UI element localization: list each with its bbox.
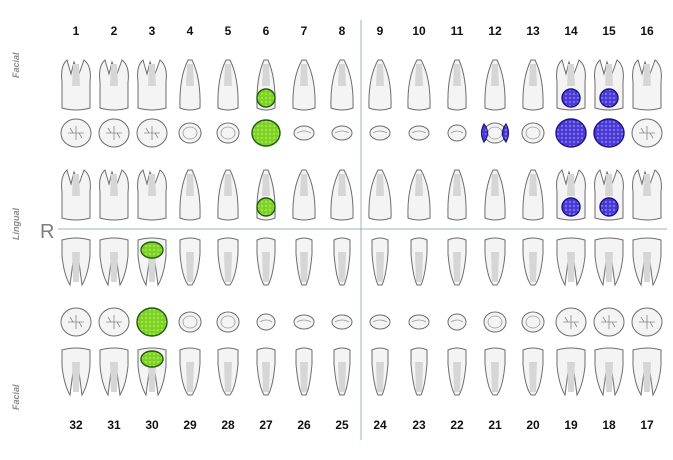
tooth-26[interactable] (293, 237, 315, 396)
tooth-number-22[interactable]: 22 (450, 418, 464, 432)
tooth-7[interactable] (292, 59, 316, 221)
side-label-lingual: Lingual (11, 208, 21, 240)
tooth-2[interactable] (98, 59, 130, 221)
tooth-3[interactable] (136, 59, 168, 221)
tooth-number-32[interactable]: 32 (69, 418, 83, 432)
tooth-number-25[interactable]: 25 (335, 418, 349, 432)
tooth-number-30[interactable]: 30 (145, 418, 159, 432)
tooth-number-5[interactable]: 5 (225, 24, 232, 38)
tooth-number-31[interactable]: 31 (107, 418, 121, 432)
tooth-number-11[interactable]: 11 (451, 24, 464, 38)
tooth-number-3[interactable]: 3 (149, 24, 156, 38)
tooth-23[interactable] (408, 237, 430, 396)
tooth-number-26[interactable]: 26 (297, 418, 311, 432)
tooth-13[interactable] (521, 59, 545, 221)
tooth-number-6[interactable]: 6 (263, 24, 270, 38)
tooth-22[interactable] (447, 237, 467, 396)
tooth-number-24[interactable]: 24 (373, 418, 387, 432)
tooth-1[interactable] (60, 59, 92, 221)
tooth-6[interactable] (251, 59, 281, 221)
tooth-28[interactable] (216, 237, 240, 396)
tooth-11[interactable] (447, 59, 467, 221)
tooth-24[interactable] (369, 237, 391, 396)
tooth-31[interactable] (98, 237, 130, 397)
tooth-18[interactable] (593, 237, 625, 397)
tooth-14[interactable] (555, 59, 587, 221)
tooth-number-12[interactable]: 12 (488, 24, 502, 38)
tooth-16[interactable] (631, 59, 663, 221)
tooth-number-18[interactable]: 18 (602, 418, 616, 432)
tooth-number-1[interactable]: 1 (73, 24, 80, 38)
tooth-5[interactable] (216, 59, 240, 221)
tooth-12[interactable] (480, 59, 510, 221)
tooth-number-20[interactable]: 20 (526, 418, 540, 432)
tooth-20[interactable] (521, 237, 545, 396)
tooth-19[interactable] (555, 237, 587, 397)
tooth-17[interactable] (631, 237, 663, 397)
tooth-10[interactable] (407, 59, 431, 221)
tooth-number-29[interactable]: 29 (183, 418, 197, 432)
tooth-number-15[interactable]: 15 (602, 24, 616, 38)
tooth-number-28[interactable]: 28 (221, 418, 235, 432)
tooth-number-16[interactable]: 16 (640, 24, 654, 38)
right-side-marker: R (40, 221, 54, 243)
tooth-number-19[interactable]: 19 (564, 418, 578, 432)
tooth-8[interactable] (330, 59, 354, 221)
tooth-9[interactable] (368, 59, 392, 221)
tooth-32[interactable] (60, 237, 92, 397)
tooth-number-4[interactable]: 4 (187, 24, 194, 38)
side-label-facial-top: Facial (11, 52, 21, 78)
tooth-number-2[interactable]: 2 (111, 24, 118, 38)
tooth-number-27[interactable]: 27 (259, 418, 273, 432)
tooth-25[interactable] (331, 237, 353, 396)
tooth-number-13[interactable]: 13 (526, 24, 540, 38)
tooth-number-8[interactable]: 8 (339, 24, 346, 38)
tooth-30[interactable] (136, 237, 168, 397)
tooth-number-7[interactable]: 7 (301, 24, 308, 38)
tooth-number-21[interactable]: 21 (488, 418, 502, 432)
tooth-15[interactable] (593, 59, 625, 221)
tooth-number-23[interactable]: 23 (412, 418, 426, 432)
tooth-number-17[interactable]: 17 (640, 418, 654, 432)
tooth-number-14[interactable]: 14 (564, 24, 578, 38)
tooth-21[interactable] (483, 237, 507, 396)
side-label-facial-bottom: Facial (11, 384, 21, 410)
upper-tooth-numbers: 1 2 3 4 5 6 7 8 9 10 11 12 13 14 15 16 (73, 24, 654, 38)
tooth-number-10[interactable]: 10 (412, 24, 426, 38)
lower-tooth-numbers: 32 31 30 29 28 27 26 25 24 23 22 21 20 19 18 17 (69, 418, 654, 432)
tooth-number-9[interactable]: 9 (377, 24, 384, 38)
tooth-27[interactable] (256, 237, 276, 396)
tooth-4[interactable] (178, 59, 202, 221)
teeth-layer (60, 59, 663, 397)
tooth-29[interactable] (178, 237, 202, 396)
